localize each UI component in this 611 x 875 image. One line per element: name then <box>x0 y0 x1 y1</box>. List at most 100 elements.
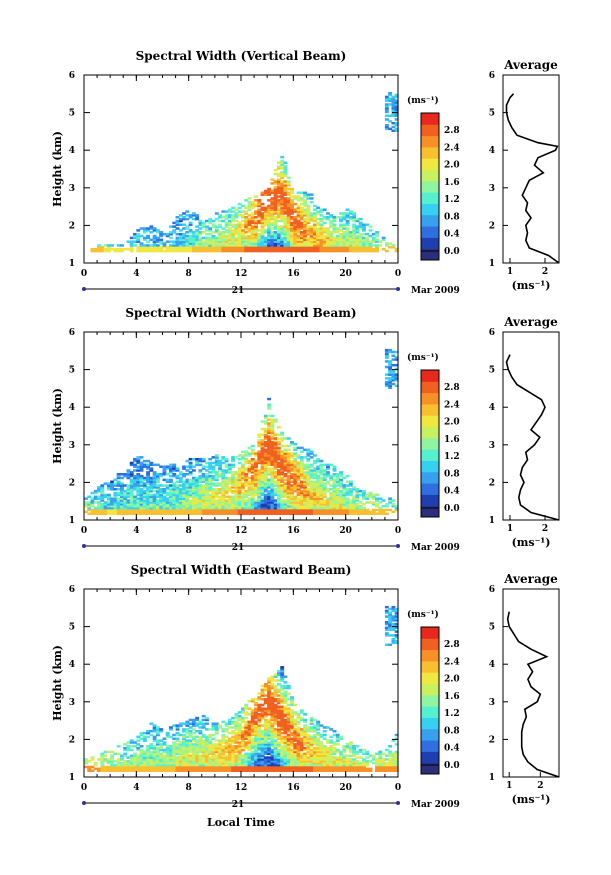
heatmap-cell <box>280 478 285 482</box>
heatmap-cell <box>267 397 272 401</box>
heatmap-cell <box>142 463 147 467</box>
heatmap-cell <box>254 754 258 757</box>
heatmap-cell <box>283 491 288 495</box>
heatmap-cell <box>244 223 249 226</box>
heatmap-cell <box>316 206 321 210</box>
heatmap-cell <box>296 493 301 497</box>
heatmap-cell <box>254 701 258 705</box>
x-tick-label: 8 <box>186 526 192 536</box>
heatmap-cell <box>185 488 190 491</box>
heatmap-cell <box>388 371 393 374</box>
heatmap-cell <box>195 493 200 497</box>
x-tick-label: 4 <box>133 526 139 536</box>
heatmap-cell <box>142 482 147 485</box>
heatmap-cell <box>306 240 311 243</box>
heatmap-cell <box>250 495 255 499</box>
heatmap-cell <box>221 488 226 491</box>
heatmap-cell <box>191 763 196 767</box>
heatmap-cell <box>162 467 167 470</box>
heatmap-cell <box>211 760 216 763</box>
heatmap-cell <box>188 482 193 485</box>
heatmap-cell <box>139 469 144 472</box>
heatmap-cell <box>133 469 137 472</box>
heatmap-cell <box>227 482 232 485</box>
heatmap-cell <box>254 234 258 238</box>
heatmap-cell <box>188 244 193 247</box>
heatmap-cell <box>293 210 298 213</box>
heatmap-cell <box>241 488 245 491</box>
heatmap-cell <box>270 433 275 436</box>
heatmap-cell <box>263 741 268 744</box>
heatmap-cell <box>267 482 272 485</box>
heatmap-cell <box>388 114 393 117</box>
heatmap-cell <box>159 758 164 761</box>
heatmap-cell <box>162 743 167 746</box>
heatmap-cell <box>129 741 134 744</box>
heatmap-cell <box>319 217 324 221</box>
heatmap-cell <box>172 225 177 228</box>
heatmap-cell <box>227 469 232 472</box>
heatmap-cell <box>224 221 229 225</box>
heatmap-cell <box>201 486 206 489</box>
heatmap-cell <box>205 242 209 245</box>
heatmap-cell <box>191 728 196 731</box>
heatmap-cell <box>155 733 160 737</box>
heatmap-cell <box>175 733 180 737</box>
heatmap-cell <box>205 716 209 720</box>
heatmap-cell <box>312 461 317 465</box>
colorbar-swatch <box>421 471 439 484</box>
heatmap-cell <box>113 482 118 485</box>
heatmap-cell <box>185 720 190 724</box>
heatmap-cell <box>188 735 193 739</box>
heatmap-cell <box>270 223 275 226</box>
heatmap-cell <box>182 743 186 746</box>
heatmap-cell <box>97 486 101 489</box>
heatmap-cell <box>273 206 278 210</box>
heatmap-cell <box>182 760 186 763</box>
heatmap-cell <box>208 229 213 232</box>
heatmap-cell <box>227 752 232 756</box>
heatmap-cell <box>165 486 170 489</box>
heatmap-cell <box>106 246 111 249</box>
heatmap-cell <box>165 763 170 767</box>
heatmap-cell <box>84 765 88 769</box>
y-tick-label: 1 <box>69 259 75 269</box>
heatmap-cell <box>178 767 183 771</box>
heatmap-cell <box>149 246 154 249</box>
heatmap-cell <box>267 216 272 219</box>
heatmap-cell <box>191 756 196 759</box>
heatmap-cell <box>319 223 324 226</box>
heatmap-cell <box>322 512 327 515</box>
heatmap-cell <box>211 754 216 757</box>
heatmap-cell <box>270 482 275 485</box>
heatmap-cell <box>267 444 272 448</box>
heatmap-cell <box>241 473 245 476</box>
heatmap-cell <box>237 714 242 718</box>
heatmap-cell <box>270 191 275 195</box>
heatmap-cell <box>218 232 222 236</box>
heatmap-cell <box>205 244 209 247</box>
heatmap-cell <box>237 244 242 247</box>
heatmap-cell <box>241 745 245 748</box>
heatmap-cell <box>276 441 281 444</box>
heatmap-cell <box>273 212 278 215</box>
heatmap-cell <box>155 238 160 242</box>
heatmap-cell <box>227 247 232 251</box>
heatmap-cell <box>257 692 262 695</box>
heatmap-cell <box>227 489 232 493</box>
heatmap-cell <box>296 227 301 230</box>
heatmap-cell <box>116 758 121 761</box>
heatmap-cell <box>149 225 154 228</box>
heatmap-cell <box>283 482 288 485</box>
heatmap-cell <box>247 489 252 493</box>
heatmap-cell <box>139 752 144 756</box>
heatmap-cell <box>106 493 111 497</box>
heatmap-cell <box>290 506 294 510</box>
heatmap-cell <box>241 718 245 722</box>
heatmap-cell <box>263 686 268 690</box>
heatmap-cell <box>355 244 360 247</box>
heatmap-cell <box>273 221 278 225</box>
heatmap-cell <box>205 756 209 759</box>
heatmap-cell <box>339 499 343 502</box>
heatmap-cell <box>394 127 399 131</box>
